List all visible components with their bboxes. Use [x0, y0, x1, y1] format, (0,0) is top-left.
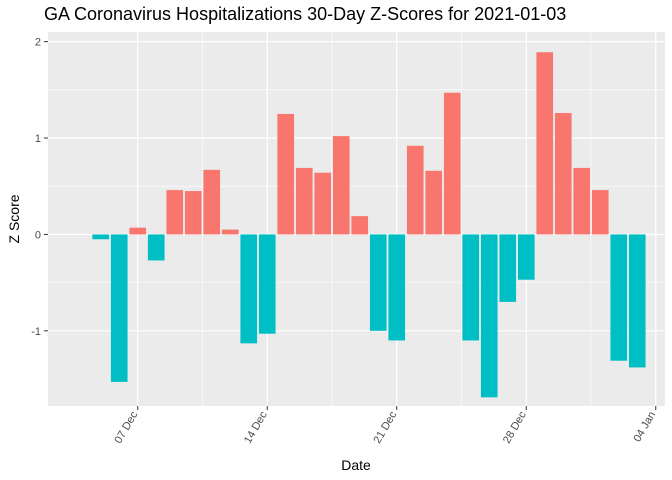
- x-tick-label: 14 Dec: [242, 409, 270, 446]
- bar: [462, 234, 480, 341]
- chart-title: GA Coronavirus Hospitalizations 30-Day Z…: [44, 4, 567, 24]
- bar: [166, 190, 184, 235]
- bar: [240, 234, 258, 344]
- bar: [277, 113, 295, 235]
- bar: [295, 167, 313, 235]
- bar: [425, 170, 443, 235]
- y-tick-label: 2: [35, 37, 41, 49]
- bar: [573, 167, 591, 235]
- bar: [314, 172, 332, 235]
- bar: [147, 234, 165, 261]
- bar: [628, 234, 646, 368]
- bar: [610, 234, 628, 361]
- bar: [351, 216, 369, 235]
- bar: [554, 112, 572, 235]
- bar: [480, 234, 498, 398]
- bar: [536, 52, 554, 235]
- bar: [221, 229, 239, 235]
- bar: [406, 145, 424, 235]
- x-tick-label: 21 Dec: [372, 409, 400, 446]
- x-axis-title: Date: [341, 457, 371, 473]
- x-tick-label: 07 Dec: [113, 409, 141, 446]
- y-tick-label: -1: [31, 326, 41, 338]
- x-tick-label: 04 Jan: [631, 410, 658, 445]
- y-tick-label: 0: [35, 229, 41, 241]
- y-axis-title: Z Score: [6, 194, 22, 243]
- bar: [591, 190, 609, 235]
- bar: [443, 92, 461, 235]
- bar: [499, 234, 517, 302]
- y-tick-label: 1: [35, 133, 41, 145]
- x-tick-label: 28 Dec: [501, 409, 529, 446]
- bar: [258, 234, 276, 334]
- bar: [129, 227, 147, 235]
- bar: [92, 234, 110, 240]
- bar: [110, 234, 128, 382]
- bar: [388, 234, 406, 341]
- bar: [203, 169, 221, 235]
- bar: [332, 136, 350, 235]
- bar: [369, 234, 387, 331]
- bars: [92, 52, 646, 398]
- bar: [184, 191, 202, 235]
- bar: [517, 234, 535, 280]
